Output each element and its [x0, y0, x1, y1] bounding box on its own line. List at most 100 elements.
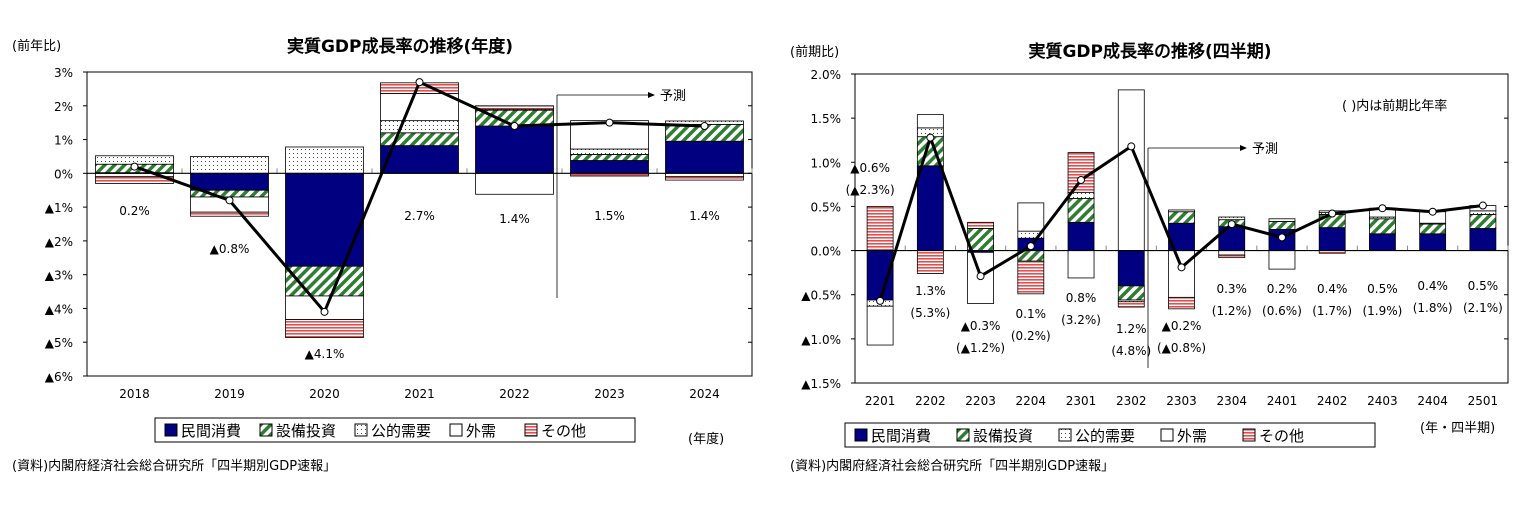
plot-area [854, 73, 1509, 384]
data-label: 0.4% [1417, 279, 1448, 293]
bar-capex [570, 154, 649, 161]
bar-external-demand [1017, 202, 1045, 232]
data-label-annualized: (4.8%) [1111, 344, 1151, 358]
data-label-annualized: (2.1%) [1463, 301, 1503, 315]
legend [844, 422, 1376, 448]
growth-rate-point [1077, 175, 1086, 184]
y-tick-label: 0.0% [811, 245, 842, 259]
y-tick-label: ▲2% [45, 235, 73, 249]
y-tick-label: 2.0% [811, 68, 842, 82]
growth-rate-point [1227, 220, 1236, 229]
growth-rate-point [225, 196, 234, 205]
bar-public-demand [190, 156, 269, 174]
bar-capex [1369, 218, 1396, 235]
plot-area [86, 71, 753, 377]
bar-external-demand [916, 114, 944, 129]
growth-rate-point [876, 296, 885, 305]
x-tick-label: 2404 [1417, 394, 1448, 408]
bar-external-demand [285, 295, 364, 320]
growth-rate-point [1428, 207, 1437, 216]
data-label-annualized: (▲2.3%) [846, 183, 895, 197]
legend-entry: 公的需要 [371, 422, 431, 440]
y-tick-label: ▲4% [45, 302, 73, 316]
legend-swatch [1058, 428, 1072, 442]
legend-swatch [259, 423, 273, 437]
growth-rate-point [700, 122, 709, 131]
data-label-annualized: (1.2%) [1212, 304, 1252, 318]
y-tick-label: ▲1.0% [801, 333, 841, 347]
data-label: ▲0.2% [1162, 319, 1202, 333]
x-tick-label: 2302 [1116, 394, 1147, 408]
bar-capex [380, 132, 459, 147]
y-tick-label: ▲1% [45, 201, 73, 215]
bar-public-demand [1469, 210, 1497, 215]
y-tick-label: ▲5% [45, 336, 73, 350]
data-label-annualized: (3.2%) [1061, 313, 1101, 327]
bar-private-consumption [916, 165, 944, 251]
data-label: 0.8% [1066, 291, 1097, 305]
arrow-head-icon [648, 92, 655, 98]
bar-public-demand [1168, 209, 1195, 213]
growth-rate-point [1127, 142, 1136, 151]
y-tick-label: ▲0.5% [801, 289, 841, 303]
bar-private-consumption [190, 172, 269, 191]
data-label: 0.4% [1317, 282, 1348, 296]
x-tick-label: 2023 [594, 387, 625, 401]
data-label-annualized: (1.9%) [1362, 304, 1402, 318]
bar-external-demand [475, 172, 554, 195]
y-tick-label: 2% [54, 100, 73, 114]
legend-entry: その他 [1259, 427, 1304, 445]
bar-capex [1419, 223, 1447, 235]
growth-rate-point [1026, 242, 1035, 251]
data-label: 0.5% [1468, 279, 1499, 293]
bar-other [475, 105, 554, 110]
x-axis-label: (年・四半期) [1420, 421, 1495, 436]
data-label: 0.1% [1016, 307, 1047, 321]
forecast-label: 予測 [1252, 142, 1278, 157]
data-label-annualized: (1.8%) [1413, 301, 1453, 315]
bar-other [285, 319, 364, 338]
legend-swatch [524, 423, 538, 437]
y-tick-label: 0% [54, 167, 73, 181]
x-tick-label: 2401 [1267, 394, 1298, 408]
legend-swatch [164, 423, 178, 437]
x-tick-label: 2022 [499, 387, 530, 401]
legend-entry: 民間消費 [871, 427, 931, 445]
data-label: 1.4% [689, 209, 720, 223]
bar-other [866, 206, 894, 251]
y-axis-label: (前年比) [12, 38, 61, 54]
bar-other [1218, 254, 1246, 259]
bar-other [916, 250, 944, 274]
legend-entry: その他 [541, 422, 586, 440]
x-tick-label: 2301 [1066, 394, 1097, 408]
legend-entry: 外需 [1177, 427, 1207, 445]
source-note: (資料)内閣府経済社会総合研究所「四半期別GDP速報」 [790, 458, 1114, 474]
bar-private-consumption [1419, 233, 1447, 251]
legend-swatch [956, 428, 970, 442]
legend-swatch [1160, 428, 1174, 442]
data-label-annualized: (0.2%) [1011, 329, 1051, 343]
x-tick-label: 2019 [214, 387, 245, 401]
y-tick-label: ▲3% [45, 269, 73, 283]
growth-rate-point [415, 78, 424, 87]
y-tick-label: 1.0% [811, 156, 842, 170]
arrow-head-icon [1240, 145, 1247, 151]
x-tick-label: 2403 [1367, 394, 1398, 408]
x-tick-label: 2501 [1468, 394, 1499, 408]
x-tick-label: 2402 [1317, 394, 1348, 408]
legend-entry: 外需 [466, 422, 496, 440]
bar-other [1117, 301, 1145, 308]
bar-external-demand [380, 93, 459, 122]
y-tick-label: 0.5% [811, 200, 842, 214]
x-tick-label: 2204 [1016, 394, 1047, 408]
bar-capex [1067, 198, 1095, 223]
growth-rate-point [1177, 263, 1186, 272]
bar-private-consumption [1067, 221, 1095, 251]
legend-entry: 設備投資 [973, 427, 1033, 445]
data-label: 1.2% [1116, 322, 1147, 336]
data-label-annualized: (5.3%) [910, 306, 950, 320]
x-tick-label: 2021 [404, 387, 435, 401]
data-label: ▲4.1% [305, 347, 345, 361]
bar-external-demand [866, 305, 894, 346]
